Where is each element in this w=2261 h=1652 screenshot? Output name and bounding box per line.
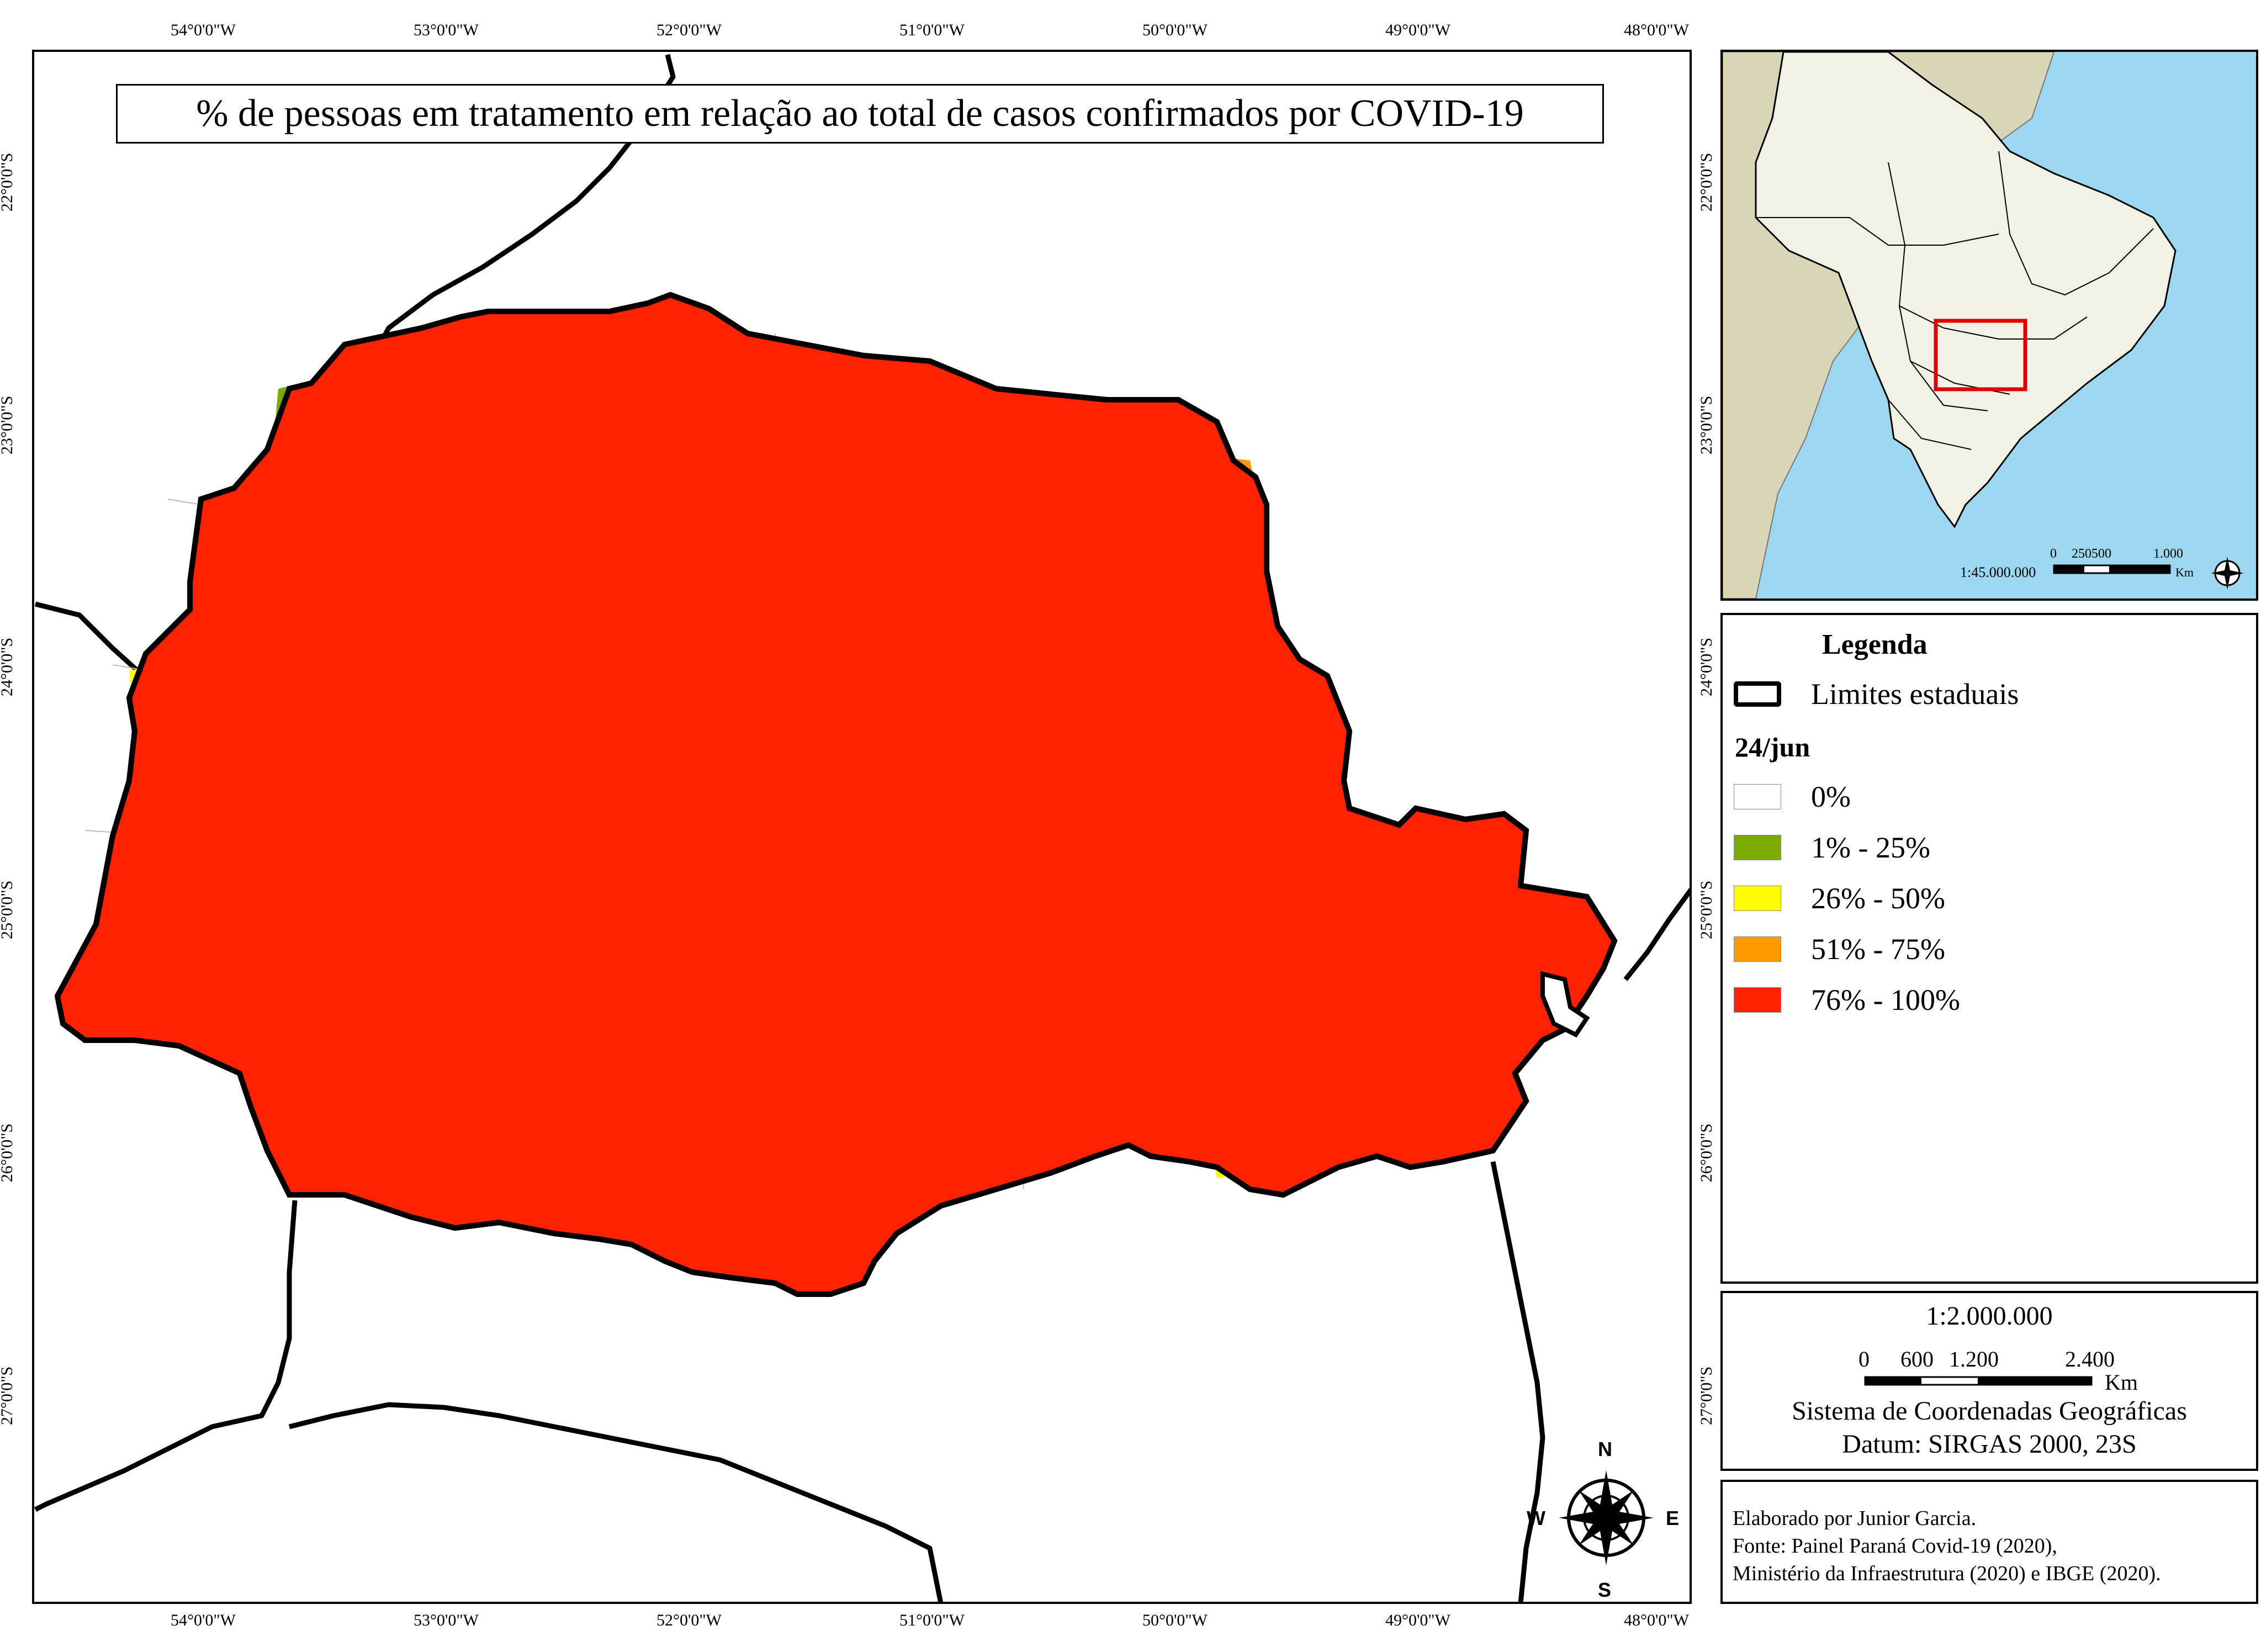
inset-brazil: [1755, 52, 2177, 528]
legend-class-label: 51% - 75%: [1811, 933, 1945, 966]
lat-label-left: 26°0'0"S: [0, 1123, 17, 1183]
scale-tick: 2.400: [2065, 1347, 2115, 1372]
inset-highlight-box: [1934, 319, 2027, 391]
lat-label-left: 27°0'0"S: [0, 1366, 17, 1426]
lon-label-bottom: 52°0'0"W: [656, 1611, 722, 1629]
lat-label-left: 22°0'0"S: [0, 152, 17, 212]
legend-title: Legenda: [1822, 629, 1928, 660]
lon-label-top: 49°0'0"W: [1385, 21, 1450, 39]
legend-period: 24/jun: [1735, 732, 1810, 763]
legend-class-label: 0%: [1811, 780, 1851, 813]
map-canvas: [34, 54, 1690, 1602]
legend-class: 1% - 25%: [1734, 830, 1930, 865]
main-map[interactable]: N S E W: [32, 50, 1692, 1604]
lat-label-left: 23°0'0"S: [0, 395, 17, 455]
legend-swatch: [1734, 784, 1781, 809]
credit-source: Fonte: Painel Paraná Covid-19 (2020),: [1733, 1534, 2057, 1558]
lon-label-bottom: 54°0'0"W: [171, 1611, 236, 1629]
legend-panel: Legenda Limites estaduais 24/jun 0% 1% -…: [1720, 613, 2258, 1284]
legend-class: 26% - 50%: [1734, 881, 1945, 915]
compass-south-label: S: [1598, 1579, 1612, 1601]
inset-state-borders: [1756, 151, 2154, 450]
lat-label-right: 24°0'0"S: [1697, 637, 1716, 697]
lon-label-top: 52°0'0"W: [656, 21, 722, 39]
lat-label-right: 25°0'0"S: [1697, 880, 1716, 940]
state-border-west: [34, 601, 142, 675]
inset-locator-map[interactable]: 1:45.000.000 0 250500 1.000 Km: [1720, 50, 2258, 601]
credit-author: Elaborado por Junior Garcia.: [1733, 1507, 1977, 1530]
lon-label-top: 54°0'0"W: [171, 21, 236, 39]
lat-label-right: 22°0'0"S: [1697, 152, 1716, 212]
lon-label-top: 51°0'0"W: [899, 21, 965, 39]
lon-label-top: 50°0'0"W: [1142, 21, 1208, 39]
parana-choropleth: [54, 292, 1618, 1297]
map-title: % de pessoas em tratamento em relação ao…: [116, 84, 1604, 144]
lon-label-top: 53°0'0"W: [414, 21, 479, 39]
legend-class: 0%: [1734, 780, 1851, 814]
lon-label-bottom: 53°0'0"W: [414, 1611, 479, 1629]
legend-state-limits: Limites estaduais: [1734, 677, 2019, 711]
scale-ratio: 1:2.000.000: [1926, 1301, 2053, 1331]
inset-compass: [2211, 557, 2244, 590]
scale-tick: 0: [1858, 1347, 1870, 1372]
state-limits-swatch: [1734, 681, 1781, 707]
legend-class: 51% - 75%: [1734, 932, 1945, 966]
state-border-southwest: [34, 1200, 298, 1512]
scale-tick: 600: [1900, 1347, 1934, 1372]
coord-system: Sistema de Coordenadas Geográficas: [1792, 1396, 2187, 1426]
credit-source: Ministério da Infraestrutura (2020) e IB…: [1733, 1562, 2161, 1585]
legend-class-label: 76% - 100%: [1811, 983, 1960, 1016]
compass-west-label: W: [1527, 1507, 1545, 1529]
inset-scale-unit: Km: [2175, 565, 2194, 579]
lon-label-top: 48°0'0"W: [1624, 21, 1689, 39]
lat-label-left: 25°0'0"S: [0, 880, 17, 940]
lat-label-right: 23°0'0"S: [1697, 395, 1716, 455]
state-limits-label: Limites estaduais: [1811, 677, 2019, 711]
legend-swatch: [1734, 987, 1781, 1013]
scale-tick: 1.200: [1949, 1347, 1999, 1372]
inset-canvas: [1723, 52, 2244, 599]
coast-north: [1623, 887, 1690, 981]
legend-class-label: 26% - 50%: [1811, 882, 1945, 915]
lat-label-left: 24°0'0"S: [0, 637, 17, 697]
legend-swatch: [1734, 886, 1781, 911]
inset-scale-tick: 1.000: [2153, 547, 2183, 561]
inset-scale-ratio: 1:45.000.000: [1960, 564, 2036, 580]
compass-north-label: N: [1598, 1438, 1612, 1460]
lon-label-bottom: 50°0'0"W: [1142, 1611, 1208, 1629]
legend-class: 76% - 100%: [1734, 983, 1960, 1017]
inset-scale-tick: 0: [2050, 547, 2057, 561]
lat-label-right: 27°0'0"S: [1697, 1366, 1716, 1426]
lon-label-bottom: 51°0'0"W: [899, 1611, 965, 1629]
scale-bar: [1864, 1376, 2093, 1386]
compass-rose: [1559, 1470, 1654, 1565]
legend-swatch: [1734, 835, 1781, 860]
datum: Datum: SIRGAS 2000, 23S: [1842, 1429, 2137, 1459]
lat-label-right: 26°0'0"S: [1697, 1123, 1716, 1183]
lon-label-bottom: 48°0'0"W: [1624, 1611, 1689, 1629]
compass-east-label: E: [1666, 1507, 1680, 1529]
legend-swatch: [1734, 936, 1781, 962]
state-border-se: [1490, 1161, 1545, 1602]
scale-unit: Km: [2105, 1370, 2138, 1395]
lon-label-bottom: 49°0'0"W: [1385, 1611, 1450, 1629]
inset-scale-tick: 250500: [2072, 547, 2111, 561]
legend-class-label: 1% - 25%: [1811, 831, 1930, 864]
state-border-south: [288, 1402, 943, 1602]
scale-panel: 1:2.000.000 0 600 1.200 2.400 Km Sistema…: [1720, 1291, 2258, 1471]
credits-panel: Elaborado por Junior Garcia. Fonte: Pain…: [1720, 1480, 2258, 1604]
